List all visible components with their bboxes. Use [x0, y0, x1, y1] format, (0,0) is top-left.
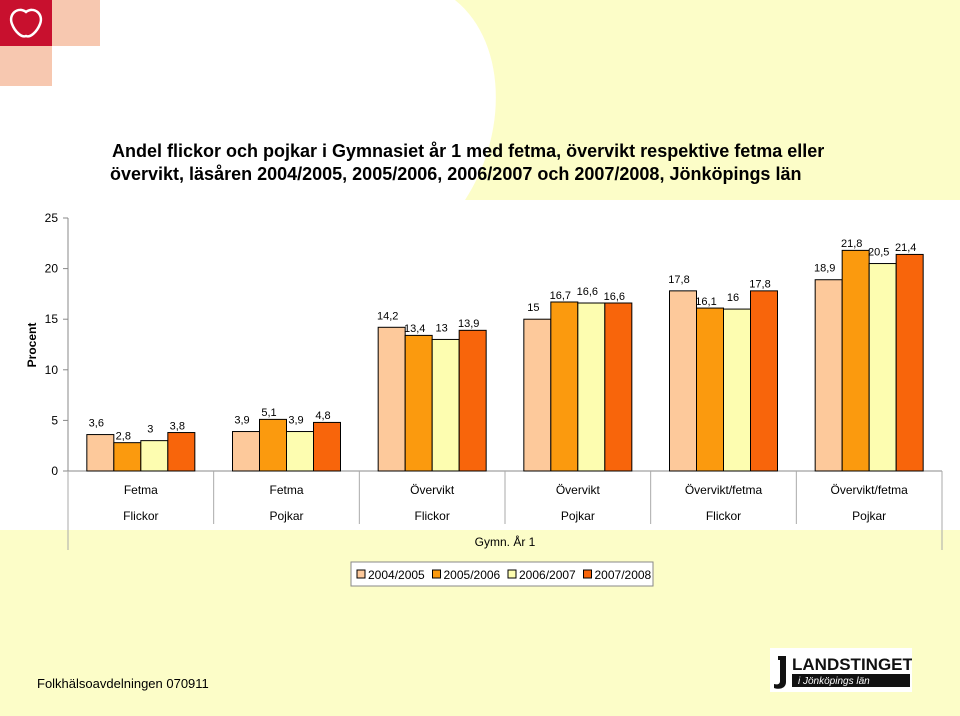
bar — [140, 440, 169, 472]
y-tick-label: 5 — [51, 413, 58, 427]
bar-value-label: 3,8 — [170, 420, 185, 432]
chart-axes: 0 5 10 15 20 25 Procent Fetma Flickor Fetma Pojkar… — [25, 211, 943, 550]
x-category-group-label: Pojkar — [269, 509, 303, 523]
x-category-group-label: Flickor — [706, 509, 741, 523]
bar — [86, 434, 115, 472]
bar — [841, 249, 870, 472]
chart-title-line-2: övervikt, läsåren 2004/2005, 2005/2006, … — [110, 164, 802, 184]
bar-value-label: 17,8 — [749, 279, 770, 291]
footer-text: Folkhälsoavdelningen 070911 — [37, 676, 209, 691]
bar — [377, 326, 406, 472]
bar — [604, 302, 633, 472]
bar-value-label: 16 — [727, 292, 739, 304]
legend-label: 2006/2007 — [519, 568, 576, 582]
bar-value-label: 3 — [147, 424, 153, 436]
bar — [404, 334, 433, 472]
apple-logo-icon — [0, 0, 52, 46]
x-category-group-label: Pojkar — [561, 509, 595, 523]
x-category-measure-label: Fetma — [269, 483, 303, 497]
landstinget-logo: LANDSTINGET i Jönköpings län — [770, 648, 914, 692]
bar-value-label: 21,8 — [841, 238, 862, 250]
bar — [259, 418, 287, 472]
y-tick-label: 15 — [45, 312, 59, 326]
legend-swatch — [583, 569, 592, 579]
legend-swatch — [507, 569, 517, 579]
x-category-group-label: Pojkar — [852, 509, 886, 523]
legend-swatch — [356, 569, 366, 579]
bar-value-label: 20,5 — [868, 247, 889, 259]
legend-box — [350, 561, 654, 587]
bar — [523, 318, 552, 472]
legend-label: 2007/2008 — [595, 568, 652, 582]
x-category-measure-label: Övervikt/fetma — [685, 483, 763, 497]
bar-value-label: 13,9 — [458, 318, 479, 330]
bar-value-label: 5,1 — [261, 407, 276, 419]
svg-text:i Jönköpings län: i Jönköpings län — [798, 676, 870, 687]
y-axis-label: Procent — [25, 323, 39, 368]
bar — [232, 431, 260, 472]
bar-value-label: 15 — [527, 302, 539, 314]
bar — [814, 279, 843, 472]
bar-value-label: 16,6 — [577, 286, 598, 298]
bar — [577, 302, 606, 472]
y-tick-label: 10 — [45, 363, 59, 377]
bar-value-label: 16,1 — [695, 296, 716, 308]
bar — [458, 329, 487, 472]
bar-value-label: 4,8 — [315, 410, 330, 422]
landstinget-logo-icon: LANDSTINGET i Jönköpings län — [774, 655, 914, 689]
bar-value-label: 17,8 — [668, 274, 689, 286]
legend-swatch — [432, 569, 441, 579]
svg-text:LANDSTINGET: LANDSTINGET — [792, 655, 912, 674]
y-tick-label: 25 — [45, 211, 59, 225]
bar — [750, 290, 778, 472]
bar-value-label: 21,4 — [895, 242, 916, 254]
chart-data-labels: 3,6 2,8 3 3,8 3,9 5,1 3,9 4,8 14,2 13,4 13 13,9 15 16… — [89, 238, 917, 442]
chart-title: Andel flickor och pojkar i Gymnasiet år … — [110, 140, 892, 186]
bar — [895, 253, 924, 472]
y-tick-label: 20 — [45, 262, 59, 276]
x-category-measure-label: Övervikt — [410, 483, 455, 497]
x-axis-label: Gymn. År 1 — [475, 534, 536, 549]
x-category-measure-label: Fetma — [124, 483, 158, 497]
bar — [868, 263, 897, 472]
bar-value-label: 3,6 — [89, 418, 104, 430]
bar-value-label: 14,2 — [377, 310, 398, 322]
chart-bars — [86, 249, 924, 472]
bar — [669, 290, 697, 472]
bar — [167, 432, 196, 472]
bar-value-label: 18,9 — [814, 263, 835, 275]
bar-value-label: 3,9 — [234, 415, 249, 427]
bar — [431, 338, 460, 472]
bar — [550, 301, 579, 472]
bar-value-label: 2,8 — [116, 430, 131, 442]
x-category-group-label: Flickor — [414, 509, 449, 523]
bar-value-label: 16,7 — [550, 290, 571, 302]
bar-value-label: 13 — [436, 322, 448, 334]
legend-label: 2004/2005 — [368, 568, 425, 582]
bar — [696, 307, 724, 472]
bar-value-label: 13,4 — [404, 323, 425, 335]
x-category-measure-label: Övervikt/fetma — [830, 483, 908, 497]
chart-legend: 2004/2005 2005/2006 2006/2007 2007/2008 — [350, 561, 654, 587]
bar — [313, 421, 341, 472]
chart-title-line-1: Andel flickor och pojkar i Gymnasiet år … — [112, 141, 825, 161]
x-category-group-label: Flickor — [123, 509, 158, 523]
y-tick-label: 0 — [51, 464, 58, 478]
bar — [723, 308, 751, 472]
bar-value-label: 16,6 — [604, 291, 625, 303]
bar — [286, 431, 314, 472]
bar — [113, 442, 142, 472]
legend-label: 2005/2006 — [444, 568, 501, 582]
bar-value-label: 3,9 — [288, 415, 303, 427]
x-category-measure-label: Övervikt — [556, 483, 601, 497]
